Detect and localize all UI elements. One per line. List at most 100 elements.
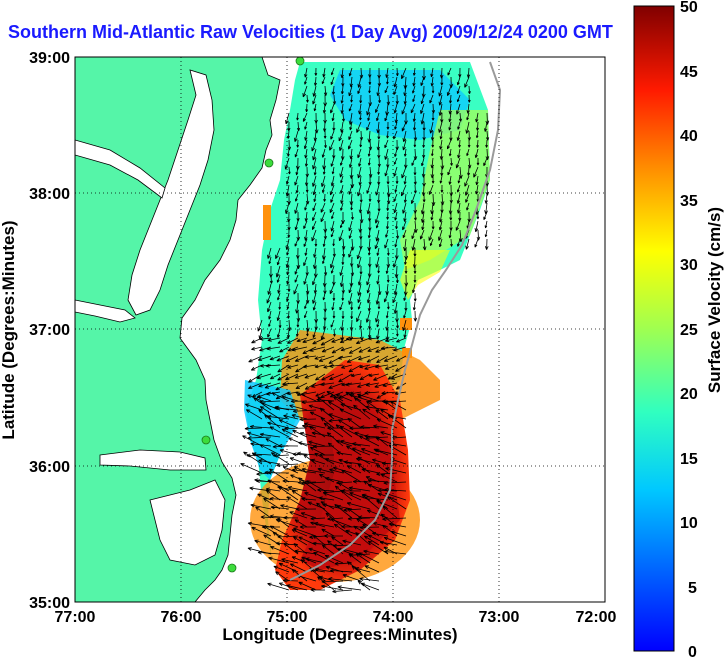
velocity-arrow [296, 211, 300, 222]
velocity-arrow [393, 202, 398, 214]
velocity-arrow [305, 184, 309, 193]
colorbar-tick-label: 15 [680, 451, 698, 468]
velocity-arrow [267, 283, 272, 295]
velocity-arrow [345, 391, 362, 402]
velocity-arrow [339, 301, 344, 311]
velocity-arrow [314, 364, 326, 369]
velocity-arrow [355, 553, 371, 564]
velocity-arrow [439, 238, 443, 248]
velocity-arrow [269, 426, 290, 438]
velocity-arrow [358, 103, 362, 115]
velocity-arrow [357, 301, 362, 310]
velocity-arrow [456, 85, 461, 94]
velocity-arrow [313, 283, 318, 294]
velocity-arrow [475, 112, 479, 123]
velocity-arrow [287, 346, 299, 352]
velocity-arrow [348, 139, 353, 150]
velocity-arrow [403, 94, 407, 105]
velocity-arrow [456, 202, 461, 214]
velocity-arrow [295, 507, 317, 512]
velocity-arrow [269, 355, 281, 361]
velocity-arrow [366, 355, 380, 363]
colorbar-tick-label: 0 [688, 644, 697, 659]
velocity-arrow [341, 247, 346, 258]
velocity-arrow [328, 355, 344, 364]
velocity-arrow [431, 139, 435, 148]
velocity-arrow [476, 121, 480, 131]
velocity-arrow [283, 515, 299, 520]
velocity-arrow [295, 166, 299, 176]
velocity-arrow [439, 175, 443, 184]
velocity-arrow [320, 337, 335, 346]
velocity-arrow [384, 400, 398, 411]
velocity-arrow [276, 274, 281, 283]
velocity-arrow [285, 175, 290, 185]
velocity-arrow [289, 563, 308, 573]
velocity-arrow [395, 94, 399, 105]
velocity-arrow [292, 536, 308, 546]
velocity-arrow [348, 553, 362, 564]
velocity-arrow [312, 94, 317, 105]
velocity-arrow [311, 229, 317, 242]
velocity-arrow [264, 414, 281, 429]
velocity-arrow [353, 404, 371, 420]
velocity-arrow [403, 292, 407, 301]
velocity-arrow [330, 568, 353, 573]
velocity-arrow [341, 292, 345, 301]
velocity-arrow [484, 229, 488, 238]
velocity-arrow [304, 121, 308, 130]
velocity-arrow [457, 175, 461, 184]
x-tick-label: 76:00 [161, 609, 202, 626]
velocity-arrow [358, 175, 362, 186]
velocity-arrow [383, 292, 389, 303]
velocity-arrow [340, 220, 344, 229]
velocity-arrow [332, 148, 336, 159]
velocity-arrow [275, 265, 281, 278]
velocity-arrow [278, 486, 299, 501]
velocity-arrow [438, 103, 443, 116]
velocity-arrow [348, 112, 353, 125]
velocity-arrow [447, 166, 452, 176]
velocity-arrow [330, 157, 335, 167]
velocity-arrow [413, 121, 417, 131]
velocity-arrow [402, 139, 407, 151]
velocity-arrow [366, 121, 371, 131]
velocity-arrow [429, 121, 434, 134]
velocity-arrow [308, 404, 326, 411]
velocity-arrow [249, 424, 272, 429]
velocity-arrow [312, 184, 317, 196]
velocity-arrow [349, 426, 371, 431]
velocity-arrow [285, 184, 290, 197]
velocity-arrow [299, 525, 316, 529]
velocity-arrow [346, 355, 362, 363]
x-tick-label: 72:00 [576, 609, 617, 626]
velocity-arrow [339, 265, 344, 276]
velocity-arrow [277, 283, 281, 294]
velocity-arrow [356, 310, 362, 323]
velocity-arrow [350, 373, 362, 378]
velocity-arrow [384, 337, 398, 343]
velocity-arrow [340, 346, 353, 352]
velocity-arrow [329, 202, 335, 213]
velocity-arrow [354, 567, 371, 573]
velocity-arrow [273, 406, 299, 411]
velocity-arrow [333, 328, 336, 337]
velocity-arrow [367, 336, 380, 341]
velocity-arrow [446, 85, 452, 96]
velocity-arrow [258, 382, 272, 388]
colorbar-tick-label: 20 [680, 386, 698, 403]
velocity-arrow [268, 310, 272, 320]
velocity-arrow [394, 238, 398, 248]
velocity-arrow [352, 442, 371, 447]
velocity-arrow [287, 486, 308, 492]
velocity-arrow [367, 534, 389, 546]
velocity-arrow [384, 85, 389, 94]
velocity-arrow [323, 229, 327, 240]
velocity-arrow [394, 112, 398, 124]
velocity-arrow [267, 421, 290, 429]
velocity-arrow [308, 425, 326, 438]
velocity-arrow [301, 400, 326, 405]
velocity-arrow [368, 319, 372, 330]
colorbar-tick-label: 40 [680, 128, 698, 145]
